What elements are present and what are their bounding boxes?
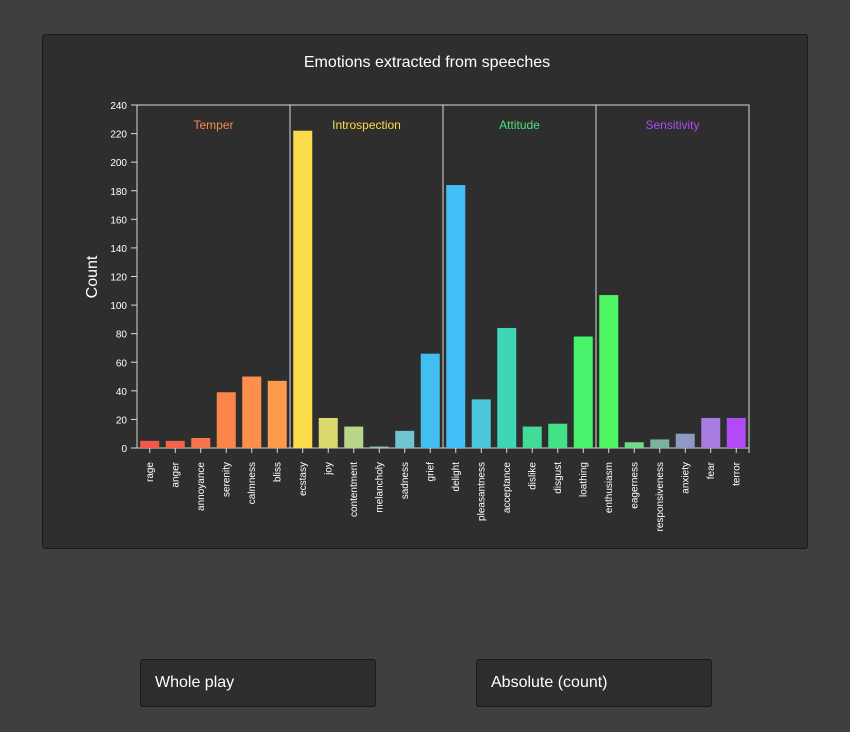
bar-delight[interactable] bbox=[446, 185, 466, 449]
bar-grief[interactable] bbox=[420, 353, 440, 448]
x-tick-label: disgust bbox=[553, 462, 564, 494]
y-axis-label: Count bbox=[84, 255, 101, 298]
bar-disgust[interactable] bbox=[548, 423, 568, 448]
chart-title: Emotions extracted from speeches bbox=[304, 54, 550, 71]
y-tick-label: 80 bbox=[116, 330, 128, 341]
bar-anxiety[interactable] bbox=[675, 433, 695, 448]
y-tick-label: 60 bbox=[116, 358, 128, 369]
bar-sadness[interactable] bbox=[395, 430, 415, 448]
x-tick-label: pleasantness bbox=[476, 462, 487, 521]
bar-dislike[interactable] bbox=[522, 426, 542, 448]
group-label: Introspection bbox=[332, 118, 401, 132]
bar-serenity[interactable] bbox=[216, 392, 236, 448]
bar-bliss[interactable] bbox=[267, 380, 287, 448]
bar-melancholy[interactable] bbox=[369, 446, 389, 448]
bar-ecstasy[interactable] bbox=[293, 130, 313, 448]
bar-calmness[interactable] bbox=[242, 376, 262, 448]
bar-eagerness[interactable] bbox=[624, 442, 644, 448]
bar-joy[interactable] bbox=[318, 417, 338, 448]
x-tick-label: enthusiasm bbox=[604, 462, 615, 513]
x-tick-label: serenity bbox=[221, 462, 232, 497]
y-tick-label: 0 bbox=[121, 444, 127, 455]
y-tick-label: 140 bbox=[110, 244, 127, 255]
group-box bbox=[442, 104, 597, 449]
bar-acceptance[interactable] bbox=[497, 327, 517, 448]
bar-contentment[interactable] bbox=[344, 426, 364, 448]
x-tick-label: annoyance bbox=[196, 462, 207, 511]
emotion-bar-chart: Emotions extracted from speeches Count T… bbox=[84, 54, 750, 531]
y-tick-label: 120 bbox=[110, 273, 127, 284]
y-tick-label: 200 bbox=[110, 158, 127, 169]
x-tick-label: ecstasy bbox=[298, 462, 309, 496]
bar-enthusiasm[interactable] bbox=[599, 295, 619, 448]
bar-anger[interactable] bbox=[165, 440, 185, 448]
x-tick-label: grief bbox=[425, 462, 436, 482]
y-tick-label: 40 bbox=[116, 387, 128, 398]
chart-panel: Emotions extracted from speeches Count T… bbox=[42, 34, 808, 549]
x-tick-label: rage bbox=[145, 462, 156, 482]
x-tick-label: fear bbox=[706, 461, 717, 479]
x-tick-label: eagerness bbox=[629, 462, 640, 509]
x-tick-label: delight bbox=[451, 462, 462, 492]
y-tick-label: 160 bbox=[110, 215, 127, 226]
y-tick-label: 20 bbox=[116, 415, 128, 426]
group-label: Temper bbox=[193, 118, 233, 132]
scope-select[interactable]: Whole play bbox=[140, 659, 376, 707]
y-tick-label: 220 bbox=[110, 130, 127, 141]
x-tick-label: responsiveness bbox=[655, 462, 666, 531]
x-tick-label: bliss bbox=[272, 462, 283, 482]
bar-pleasantness[interactable] bbox=[471, 399, 491, 448]
y-tick-label: 180 bbox=[110, 187, 127, 198]
group-label: Attitude bbox=[499, 118, 540, 132]
x-tick-label: contentment bbox=[349, 462, 360, 517]
x-tick-label: joy bbox=[323, 462, 334, 476]
x-tick-label: dislike bbox=[527, 462, 538, 490]
bar-responsiveness[interactable] bbox=[650, 439, 670, 448]
bar-loathing[interactable] bbox=[573, 336, 593, 448]
x-tick-label: anger bbox=[170, 461, 181, 487]
x-tick-label: sadness bbox=[400, 462, 411, 499]
bar-terror[interactable] bbox=[726, 417, 746, 448]
x-tick-label: loathing bbox=[578, 462, 589, 497]
bar-rage[interactable] bbox=[140, 440, 160, 448]
x-tick-label: acceptance bbox=[502, 462, 513, 514]
count-mode-select[interactable]: Absolute (count) bbox=[476, 659, 712, 707]
group-box bbox=[136, 104, 291, 449]
group-box bbox=[289, 104, 444, 449]
plot-area: Temper Introspection Attitude Sensitivity 0 2… bbox=[110, 101, 750, 531]
x-tick-label: anxiety bbox=[680, 462, 691, 494]
x-tick-label: melancholy bbox=[374, 462, 385, 513]
y-tick-label: 100 bbox=[110, 301, 127, 312]
group-box bbox=[595, 104, 750, 449]
bar-annoyance[interactable] bbox=[191, 437, 211, 448]
bar-fear[interactable] bbox=[701, 417, 721, 448]
y-tick-label: 240 bbox=[110, 101, 127, 112]
x-tick-label: terror bbox=[731, 461, 742, 486]
x-tick-label: calmness bbox=[247, 462, 258, 504]
group-label: Sensitivity bbox=[645, 118, 699, 132]
